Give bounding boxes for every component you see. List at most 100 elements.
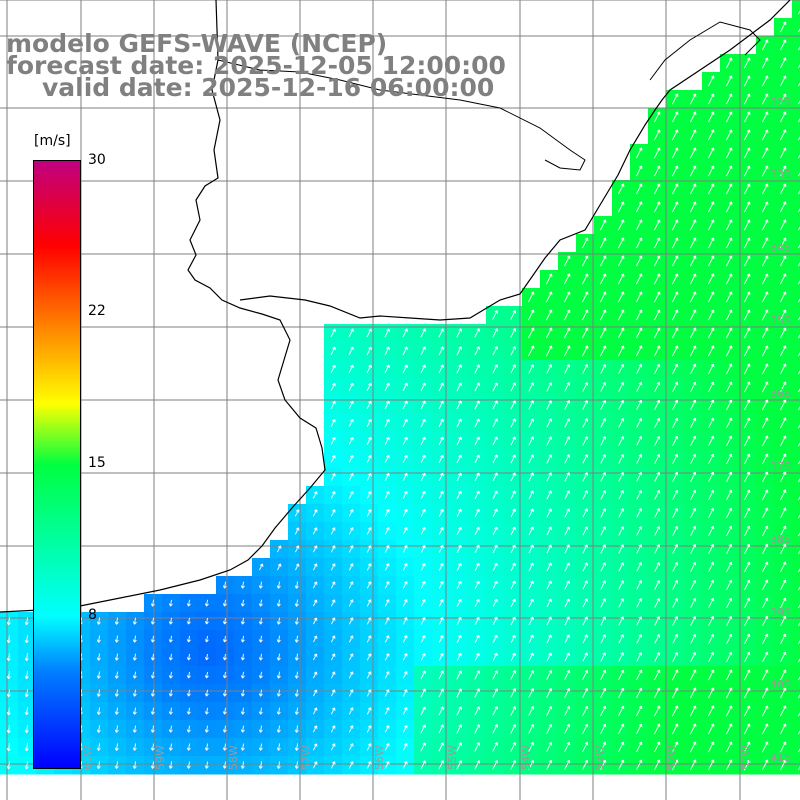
wind-arrow bbox=[114, 671, 119, 679]
wind-arrow bbox=[420, 328, 426, 338]
wind-arrow bbox=[222, 635, 227, 643]
latitude-label: 34S bbox=[770, 241, 791, 254]
wind-arrow bbox=[725, 273, 733, 285]
wind-arrow bbox=[528, 364, 534, 374]
wind-arrow bbox=[582, 759, 589, 771]
wind-arrow bbox=[492, 544, 498, 554]
wind-arrow bbox=[313, 617, 318, 625]
wind-arrow bbox=[779, 255, 787, 267]
wind-arrow bbox=[294, 581, 299, 589]
wind-arrow bbox=[617, 291, 625, 303]
wind-arrow bbox=[545, 327, 553, 339]
wind-arrow bbox=[725, 219, 733, 231]
wind-arrow bbox=[798, 603, 800, 609]
wind-arrow bbox=[474, 616, 480, 625]
wind-arrow bbox=[294, 527, 300, 535]
wind-arrow bbox=[725, 309, 733, 321]
wind-arrow bbox=[600, 705, 607, 717]
wind-arrow bbox=[438, 634, 444, 643]
wind-arrow bbox=[779, 75, 787, 87]
wind-arrow bbox=[618, 544, 624, 554]
wind-arrow bbox=[780, 615, 787, 627]
wind-arrow bbox=[186, 617, 191, 625]
wind-arrow bbox=[366, 418, 372, 427]
wind-arrow bbox=[582, 490, 588, 500]
wind-arrow bbox=[582, 418, 588, 428]
wind-arrow bbox=[726, 597, 733, 608]
wind-speed-cell bbox=[792, 270, 800, 289]
wind-arrow bbox=[168, 707, 173, 715]
wind-arrow bbox=[276, 545, 282, 553]
wind-arrow bbox=[474, 544, 480, 554]
wind-arrow bbox=[438, 688, 444, 698]
wind-arrow bbox=[168, 725, 173, 733]
wind-arrow bbox=[671, 219, 679, 231]
wind-arrow bbox=[617, 327, 625, 339]
wind-arrow bbox=[582, 580, 588, 590]
wind-arrow bbox=[600, 508, 606, 518]
wind-arrow bbox=[744, 435, 751, 447]
wind-arrow bbox=[743, 327, 751, 339]
wind-arrow bbox=[456, 688, 462, 698]
wind-arrow bbox=[635, 273, 643, 285]
wind-arrow bbox=[582, 364, 589, 374]
wind-arrow bbox=[492, 454, 498, 464]
wind-arrow bbox=[546, 382, 552, 392]
wind-arrow bbox=[600, 580, 606, 590]
wind-arrow bbox=[114, 635, 119, 643]
wind-arrow bbox=[474, 472, 480, 482]
wind-arrow bbox=[456, 472, 462, 482]
wind-arrow bbox=[582, 598, 588, 608]
wind-arrow bbox=[671, 705, 679, 717]
wind-arrow bbox=[312, 761, 318, 769]
wind-arrow bbox=[618, 526, 624, 536]
wind-arrow bbox=[618, 741, 625, 753]
wind-arrow bbox=[492, 364, 498, 374]
coastline-north bbox=[239, 0, 791, 321]
wind-speed-cell bbox=[792, 738, 800, 757]
wind-arrow bbox=[294, 725, 299, 733]
wind-arrow bbox=[707, 201, 715, 213]
wind-arrow bbox=[671, 237, 679, 249]
wind-arrow bbox=[294, 545, 300, 553]
wind-arrow bbox=[707, 327, 715, 339]
wind-speed-cell bbox=[792, 342, 800, 361]
wind-arrow bbox=[582, 652, 588, 662]
wind-arrow bbox=[330, 364, 336, 374]
wind-arrow bbox=[384, 581, 390, 589]
wind-arrow bbox=[240, 725, 245, 733]
wind-arrow bbox=[707, 291, 715, 303]
wind-arrow bbox=[618, 705, 625, 717]
wind-arrow bbox=[689, 273, 697, 285]
wind-arrow bbox=[564, 580, 570, 590]
wind-arrow bbox=[672, 471, 679, 482]
wind-arrow bbox=[762, 507, 769, 519]
wind-arrow bbox=[168, 689, 173, 697]
wind-arrow bbox=[510, 328, 516, 338]
wind-arrow bbox=[510, 580, 516, 590]
wind-arrow bbox=[546, 400, 552, 410]
wind-arrow bbox=[797, 189, 800, 195]
wind-arrow bbox=[276, 599, 281, 607]
wind-arrow bbox=[707, 669, 715, 681]
wind-arrow bbox=[761, 687, 769, 699]
wind-arrow bbox=[492, 598, 498, 608]
wind-arrow bbox=[492, 562, 498, 572]
wind-arrow bbox=[456, 706, 462, 716]
wind-speed-cell bbox=[792, 558, 800, 577]
wind-arrow bbox=[726, 651, 733, 662]
wind-arrow bbox=[744, 633, 751, 645]
wind-arrow bbox=[744, 399, 751, 411]
wind-arrow bbox=[743, 255, 751, 267]
wind-arrow bbox=[546, 508, 552, 518]
wind-arrow bbox=[654, 381, 661, 392]
wind-arrow bbox=[762, 633, 769, 645]
wind-arrow bbox=[294, 563, 300, 571]
wind-arrow bbox=[654, 453, 661, 464]
wind-arrow bbox=[384, 490, 390, 499]
wind-speed-cell bbox=[792, 522, 800, 541]
wind-arrow bbox=[779, 741, 787, 753]
wind-speed-cell bbox=[792, 36, 800, 55]
wind-arrow bbox=[708, 615, 715, 626]
wind-arrow bbox=[797, 423, 800, 429]
